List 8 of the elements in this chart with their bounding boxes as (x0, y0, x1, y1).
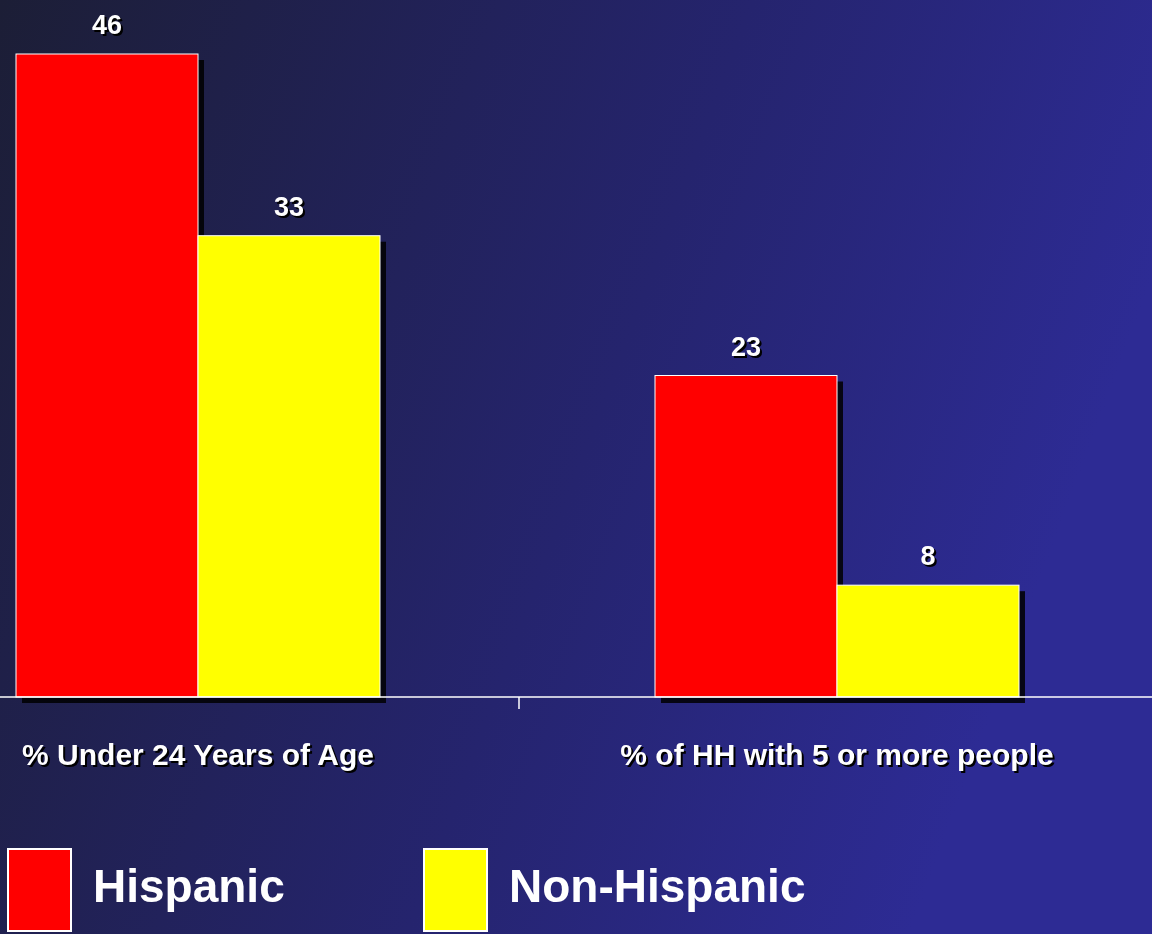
x-tick-label: % Under 24 Years of Age (22, 738, 374, 771)
data-label: 46 (91, 10, 123, 40)
data-label: 33 (273, 191, 305, 222)
legend-label: Hispanic (93, 860, 285, 913)
legend-label: Non-Hispanic (509, 860, 806, 913)
data-label: 23 (730, 331, 762, 362)
x-tick-label: % of HH with 5 or more people (620, 738, 1054, 771)
data-label: 8 (920, 541, 936, 572)
